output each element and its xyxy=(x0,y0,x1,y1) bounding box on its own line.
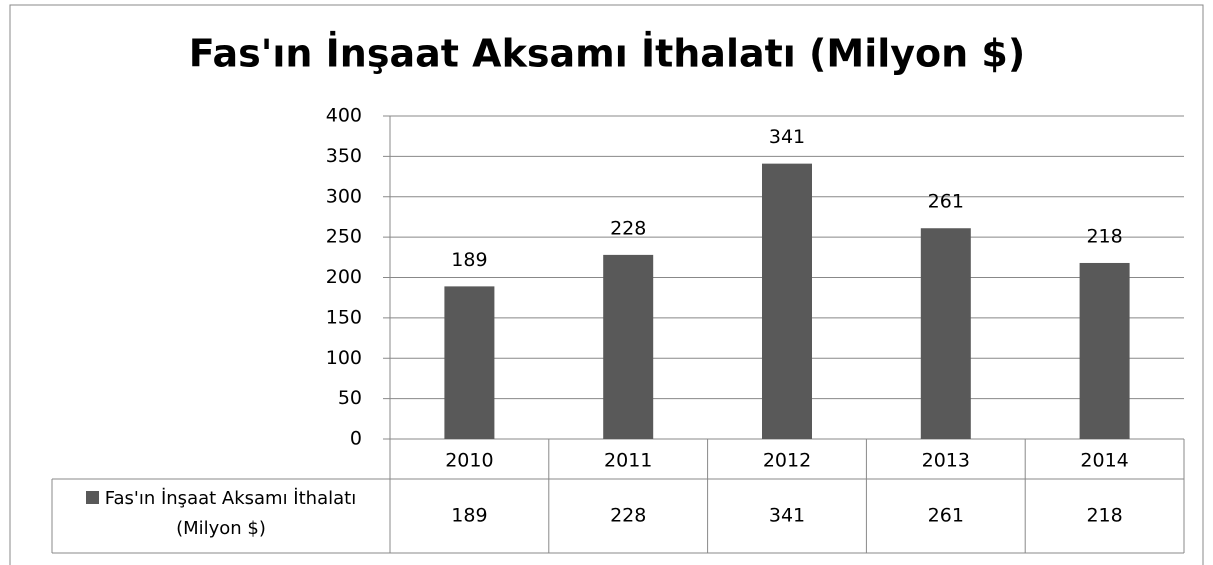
table-value: 341 xyxy=(769,505,805,527)
y-tick-label: 100 xyxy=(326,347,362,369)
y-tick-label: 50 xyxy=(338,387,362,409)
table-value: 261 xyxy=(928,505,964,527)
data-label: 341 xyxy=(769,126,805,148)
table-value: 218 xyxy=(1086,505,1122,527)
y-tick-label: 150 xyxy=(326,306,362,328)
data-label: 218 xyxy=(1086,225,1122,247)
bar xyxy=(1079,262,1130,439)
x-tick-label: 2012 xyxy=(763,450,811,472)
table-value: 189 xyxy=(451,505,487,527)
legend-label: Fas'ın İnşaat Aksamı İthalatı (Milyon $) xyxy=(104,488,357,539)
x-tick-label: 2014 xyxy=(1080,450,1128,472)
x-tick-label: 2013 xyxy=(922,450,970,472)
legend-key xyxy=(85,491,99,504)
legend: Fas'ın İnşaat Aksamı İthalatı (Milyon $) xyxy=(54,484,388,544)
bar xyxy=(444,286,495,439)
y-tick-label: 350 xyxy=(326,145,362,167)
y-tick-label: 200 xyxy=(326,266,362,288)
data-label: 228 xyxy=(610,217,646,239)
y-tick-label: 400 xyxy=(326,105,362,127)
bar xyxy=(920,228,971,439)
chart-title: Fas'ın İnşaat Aksamı İthalatı (Milyon $) xyxy=(189,32,1026,76)
data-label: 189 xyxy=(451,249,487,271)
x-tick-label: 2011 xyxy=(604,450,652,472)
y-tick-label: 250 xyxy=(326,226,362,248)
bar xyxy=(603,254,654,439)
x-tick-label: 2010 xyxy=(445,450,493,472)
bar xyxy=(762,163,812,439)
data-label: 261 xyxy=(928,191,964,213)
y-tick-label: 300 xyxy=(326,185,362,207)
y-tick-label: 0 xyxy=(350,428,362,450)
table-value: 228 xyxy=(610,505,646,527)
